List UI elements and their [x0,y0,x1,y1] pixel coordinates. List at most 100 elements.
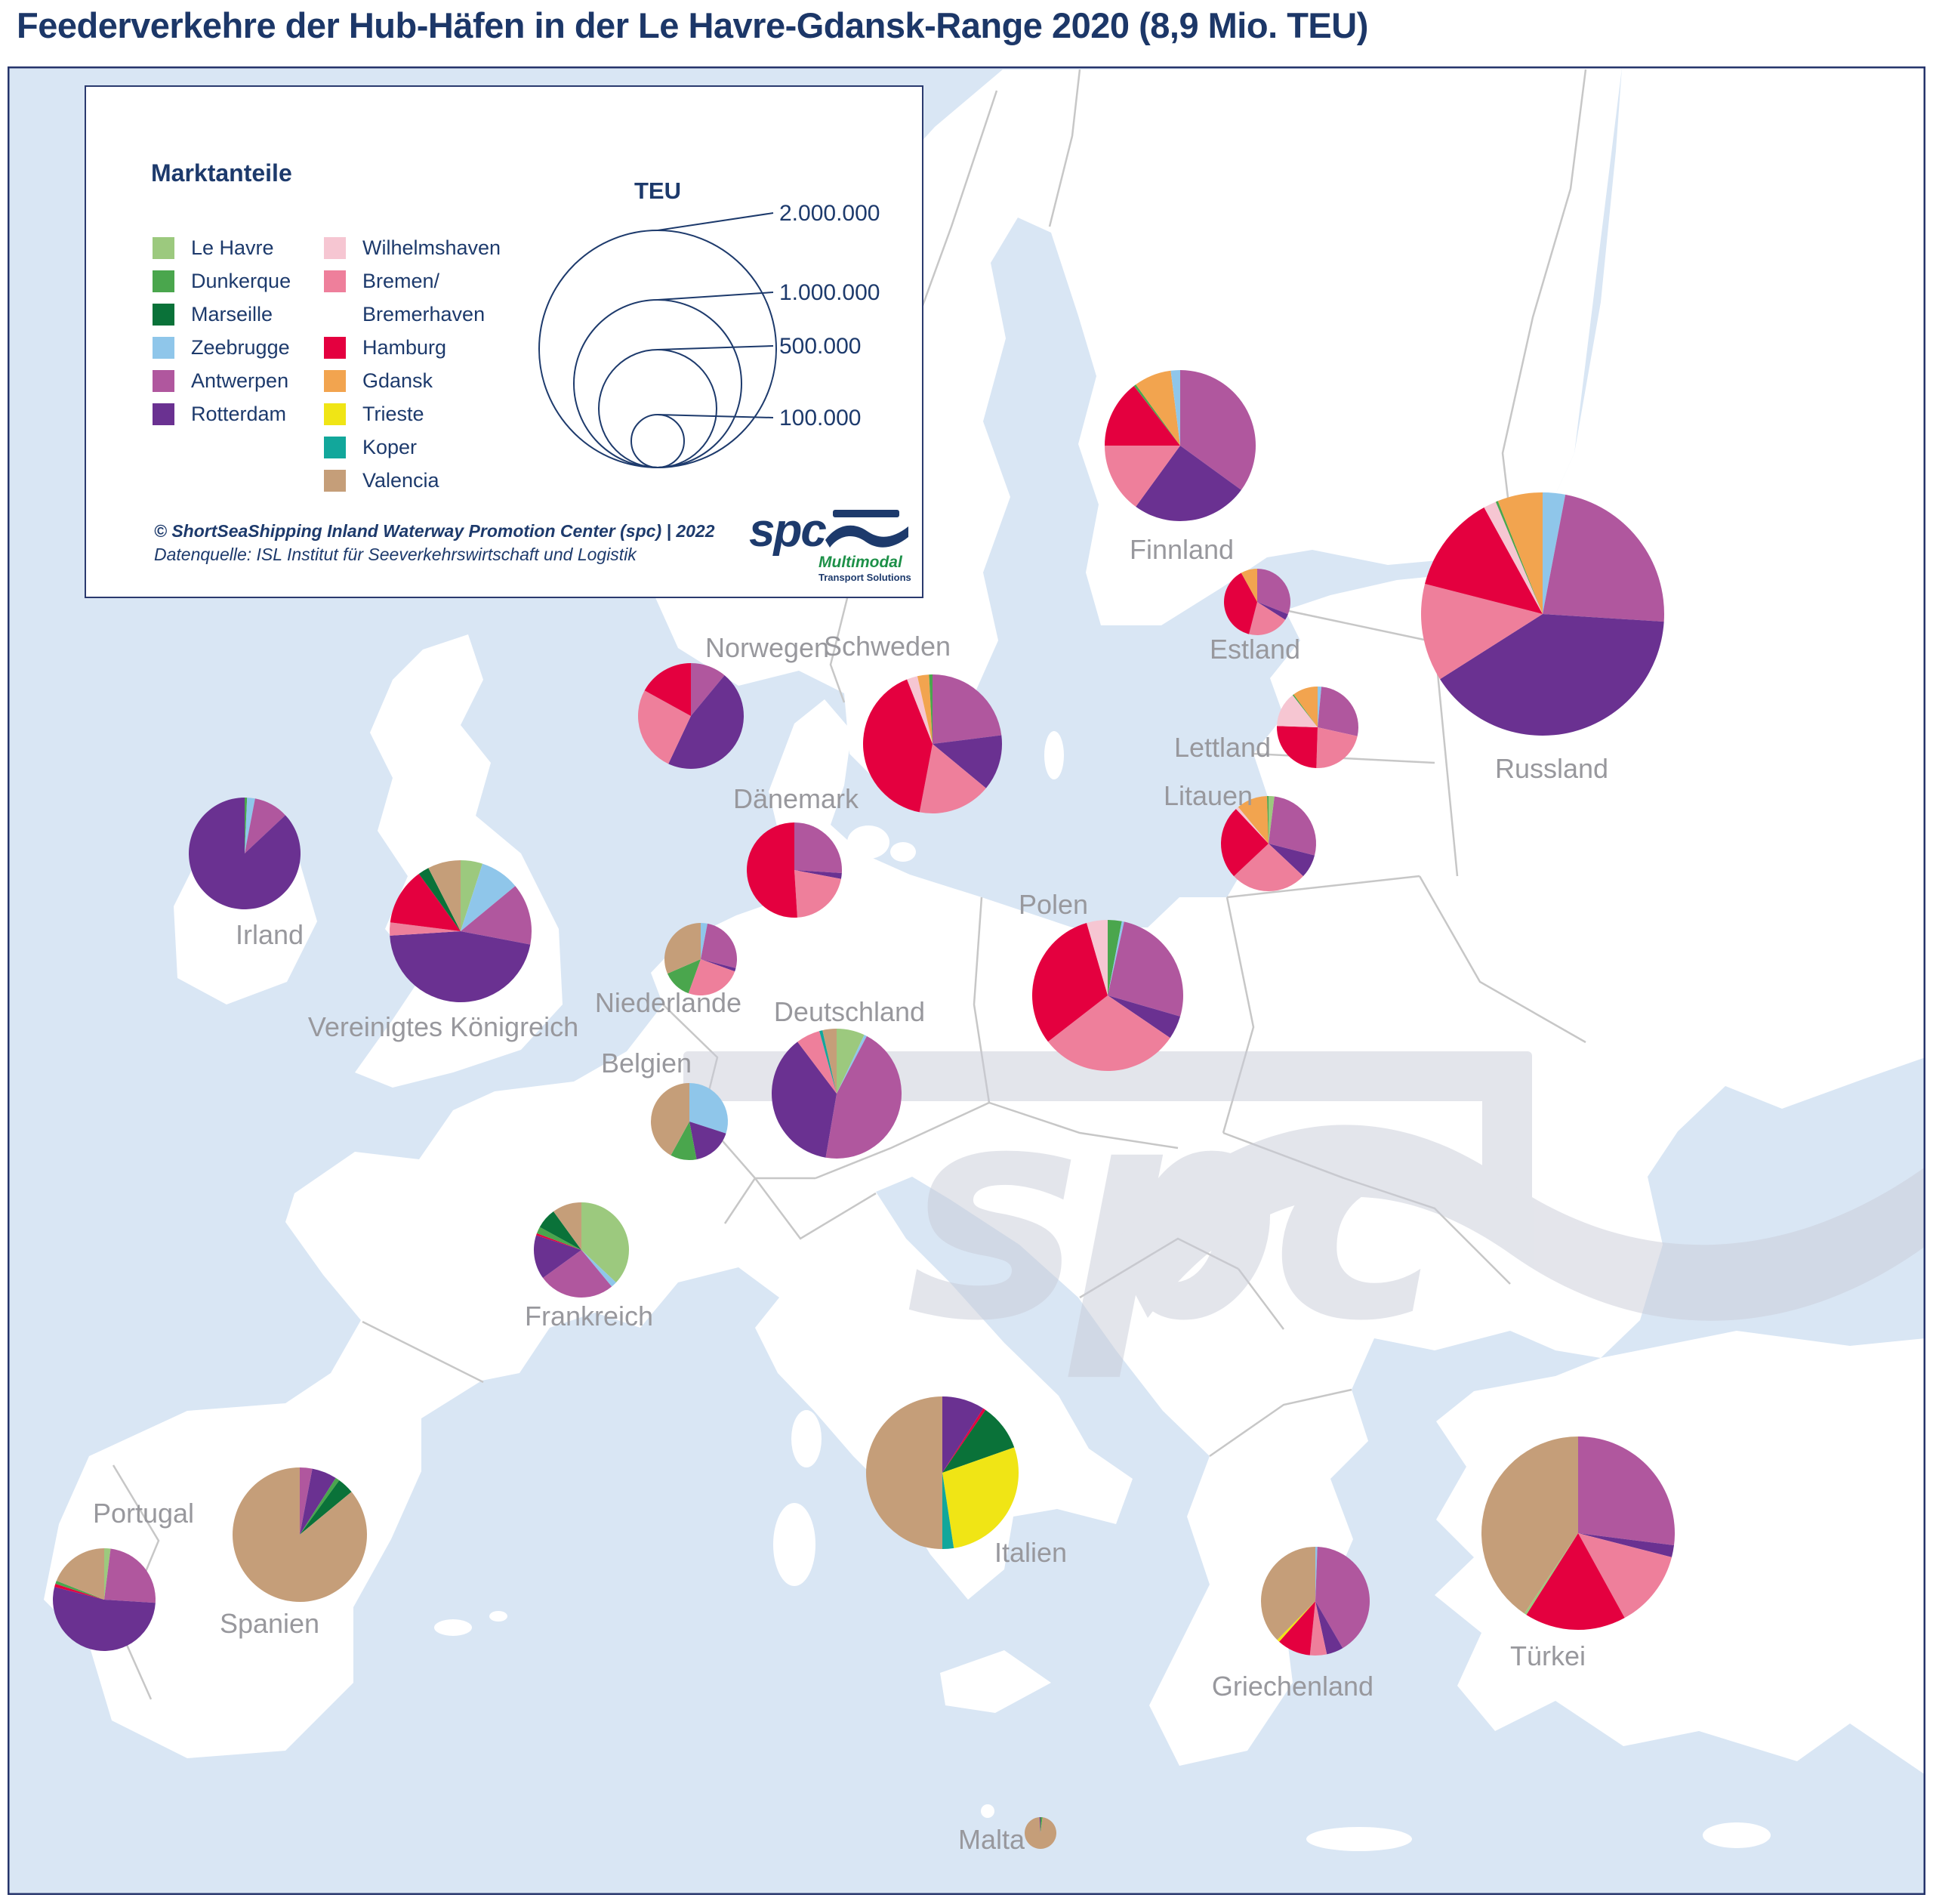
island-sicily [940,1650,1051,1713]
country-label: Malta [958,1824,1025,1855]
color-chip [153,303,174,326]
slice-antwerpen [543,1250,612,1298]
slice-valencia [866,1396,942,1549]
color-chip [324,369,346,392]
pie-belgien [650,1083,729,1161]
island-fyn [890,842,916,862]
country-label: Estland [1210,634,1300,665]
color-chip [153,236,174,259]
slice-dunkerque [245,798,248,853]
slice-bremen-bremerhaven [638,690,691,764]
slice-valencia [1261,1547,1315,1640]
color-chip-empty [324,304,346,326]
slice-rotterdam [701,959,736,972]
slice-rotterdam [1257,602,1288,620]
island-cyprus [1703,1822,1771,1848]
map-frame [8,66,1925,1895]
country-label: Schweden [824,631,951,662]
teu-leader-line [657,212,774,231]
slice-le-havre [837,1029,865,1094]
teu-title: TEU [634,177,681,204]
legend-column-ports-1: Le Havre Dunkerque Marseille Zeebrugge Antwe… [153,231,291,430]
slice-bremen-bremerhaven [919,744,986,814]
slice-marseille [300,1480,352,1535]
slice-bremen-bremerhaven [797,1031,837,1094]
slice-bremen-bremerhaven [1421,583,1543,680]
color-chip [324,403,346,425]
slice-rotterdam [300,1468,336,1535]
slice-gdansk [1238,796,1269,844]
slice-antwerpen [1315,1547,1370,1649]
pie-lettland [1277,687,1358,768]
country-label: Russland [1495,753,1608,784]
slice-dunkerque [1267,796,1269,844]
slice-antwerpen [1269,796,1316,856]
island-zealand [847,825,889,859]
slice-antwerpen [1180,370,1256,490]
color-chip [324,436,346,458]
slice-bremen-bremerhaven [688,959,735,995]
color-chip [324,469,346,492]
teu-scale-label: 1.000.000 [779,280,880,305]
slice-zeebrugge [1318,687,1322,727]
slice-koper [819,1030,837,1094]
pie-finnland [1105,370,1256,521]
pie-dänemark [747,822,843,918]
slice-dunkerque [1133,384,1180,446]
color-chip [153,336,174,359]
legend-item-wilhelmshaven: Wilhelmshaven [324,231,501,264]
slice-antwerpen [933,674,1002,744]
slice-rotterdam [188,798,301,909]
slice-valencia [553,1202,581,1250]
slice-zeebrugge [1315,1547,1318,1601]
country-label: Spanien [220,1608,319,1639]
slice-antwerpen [104,1548,156,1603]
slice-antwerpen [1257,569,1291,615]
teu-scale-label: 500.000 [779,334,861,359]
pie-deutschland [772,1029,902,1159]
slice-zeebrugge [1170,370,1180,446]
slice-zeebrugge [245,798,255,853]
legend-item-label: Valencia [362,468,439,492]
slice-dunkerque [55,1580,104,1600]
spc-logo-transport-solutions: Transport Solutions [819,572,911,583]
slice-dunkerque [1040,1817,1043,1833]
teu-leader-line [657,345,774,350]
country-label: Italien [994,1537,1067,1568]
pie-türkei [1481,1436,1675,1630]
slice-rotterdam [53,1587,156,1651]
slice-gdansk [1136,370,1180,446]
slice-zeebrugge [1108,921,1124,995]
legend-item-koper: Koper [324,430,501,464]
slice-wilhelmshaven [907,676,933,744]
slice-valencia [233,1467,368,1602]
legend-item-label: Koper [362,435,418,458]
legend-item-valencia: Valencia [324,464,501,497]
slice-antwerpen [1108,921,1183,1017]
legend-item-label: Hamburg [362,335,447,359]
slice-koper [942,1473,954,1549]
country-label: Frankreich [525,1301,653,1332]
slice-bremen-bremerhaven [390,922,461,936]
slice-antwerpen [825,1035,902,1159]
color-chip [324,336,346,359]
slice-antwerpen [1578,1436,1675,1546]
slice-hamburg [1221,809,1269,877]
slice-rotterdam [772,1041,837,1158]
country-label: Litauen [1164,780,1253,811]
slice-gdansk [1241,569,1257,602]
slice-rotterdam [534,1235,581,1279]
slice-hamburg [1105,385,1180,446]
teu-circle-500.000 [598,349,717,468]
slice-bremen-bremerhaven [1234,844,1303,892]
legend-item-label: Zeebrugge [191,335,290,359]
slice-gdansk [1497,492,1543,614]
slice-valencia [56,1548,104,1600]
teu-leader-line [657,292,774,301]
slice-rotterdam [1108,995,1181,1038]
slice-hamburg [1032,922,1108,1042]
pie-estland [1224,569,1291,635]
slice-dunkerque [536,1227,581,1250]
slice-hamburg [1526,1533,1625,1630]
legend-item-zeebrugge: Zeebrugge [153,331,291,364]
